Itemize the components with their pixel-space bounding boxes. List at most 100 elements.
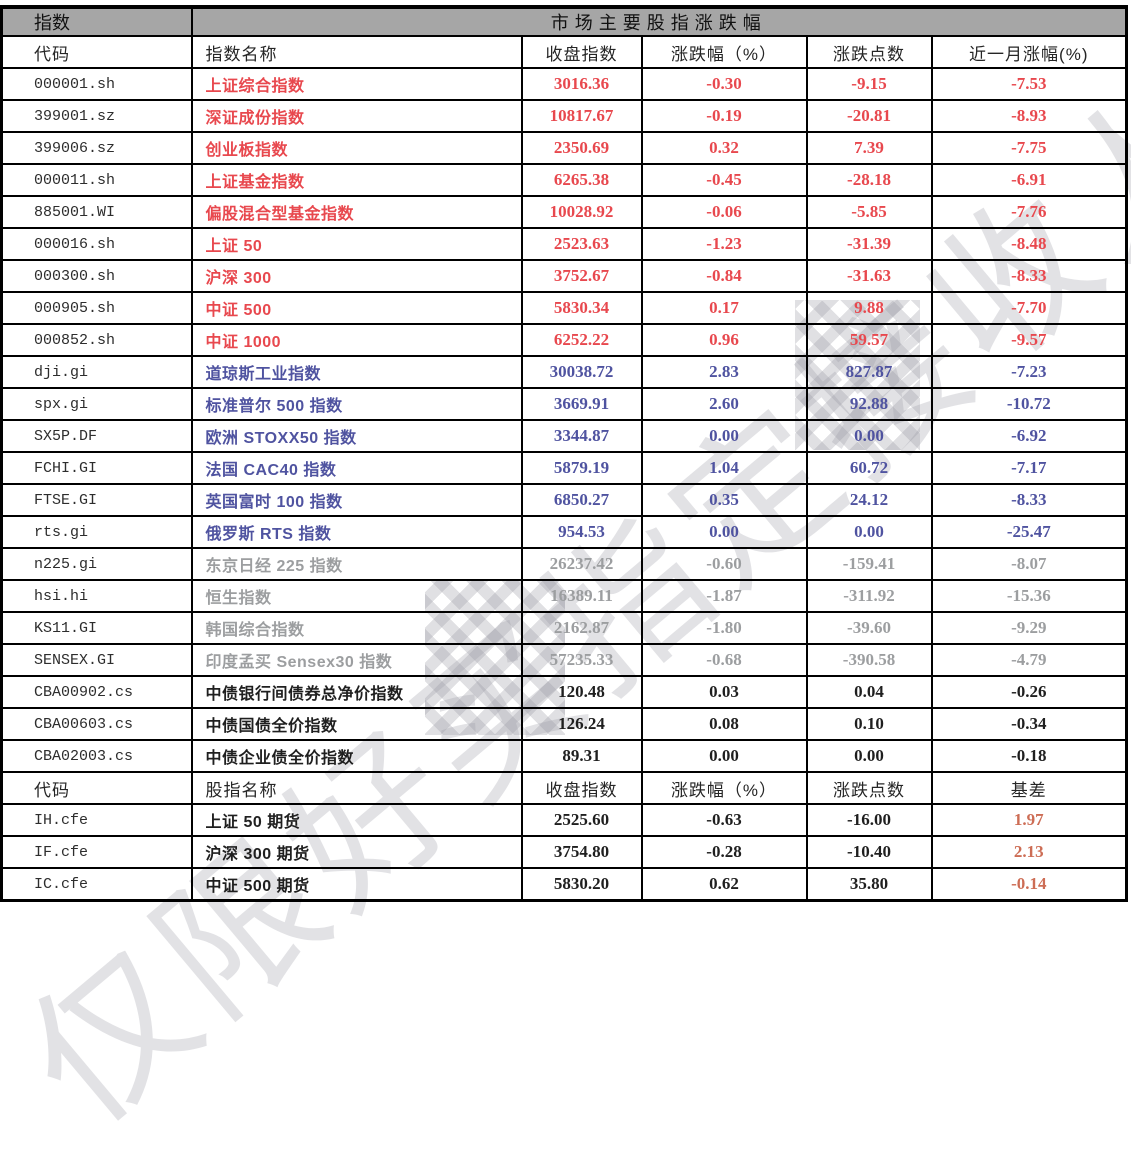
futures-code: IH.cfe bbox=[0, 803, 193, 837]
pct-change: -0.60 bbox=[640, 547, 808, 581]
close-value: 26237.42 bbox=[520, 547, 643, 581]
index-code: KS11.GI bbox=[0, 611, 193, 645]
col-header-month: 近一月涨幅(%) bbox=[930, 35, 1128, 69]
col-header-code: 代码 bbox=[0, 771, 193, 805]
points-change: -31.63 bbox=[805, 259, 933, 293]
table-row: spx.gi 标准普尔 500 指数 3669.91 2.60 92.88 -1… bbox=[0, 387, 1128, 421]
table-row: 000016.sh 上证 50 2523.63 -1.23 -31.39 -8.… bbox=[0, 227, 1128, 261]
close-value: 10028.92 bbox=[520, 195, 643, 229]
col-header-name: 股指名称 bbox=[190, 771, 523, 805]
index-name: 中证 1000 bbox=[190, 323, 523, 357]
month-change: -9.29 bbox=[930, 611, 1128, 645]
table-row: IC.cfe 中证 500 期货 5830.20 0.62 35.80 -0.1… bbox=[0, 867, 1128, 902]
basis-value: 1.97 bbox=[930, 803, 1128, 837]
close-value: 6265.38 bbox=[520, 163, 643, 197]
close-value: 89.31 bbox=[520, 739, 643, 773]
futures-name: 沪深 300 期货 bbox=[190, 835, 523, 869]
points-change: 92.88 bbox=[805, 387, 933, 421]
index-code: 000905.sh bbox=[0, 291, 193, 325]
month-change: -10.72 bbox=[930, 387, 1128, 421]
close-value: 120.48 bbox=[520, 675, 643, 709]
points-change: 60.72 bbox=[805, 451, 933, 485]
month-change: -25.47 bbox=[930, 515, 1128, 549]
table-row: CBA00603.cs 中债国债全价指数 126.24 0.08 0.10 -0… bbox=[0, 707, 1128, 741]
col-header-name: 指数名称 bbox=[190, 35, 523, 69]
index-name: 标准普尔 500 指数 bbox=[190, 387, 523, 421]
table-row: rts.gi 俄罗斯 RTS 指数 954.53 0.00 0.00 -25.4… bbox=[0, 515, 1128, 549]
index-code: CBA00603.cs bbox=[0, 707, 193, 741]
month-change: -7.53 bbox=[930, 67, 1128, 101]
pct-change: 1.04 bbox=[640, 451, 808, 485]
close-value: 2350.69 bbox=[520, 131, 643, 165]
points-change: -39.60 bbox=[805, 611, 933, 645]
index-name: 法国 CAC40 指数 bbox=[190, 451, 523, 485]
index-name: 中债企业债全价指数 bbox=[190, 739, 523, 773]
col-header-basis: 基差 bbox=[930, 771, 1128, 805]
index-name: 俄罗斯 RTS 指数 bbox=[190, 515, 523, 549]
index-name: 上证综合指数 bbox=[190, 67, 523, 101]
index-code: SENSEX.GI bbox=[0, 643, 193, 677]
table-row: dji.gi 道琼斯工业指数 30038.72 2.83 827.87 -7.2… bbox=[0, 355, 1128, 389]
col-header-points: 涨跌点数 bbox=[805, 35, 933, 69]
month-change: -7.23 bbox=[930, 355, 1128, 389]
month-change: -8.33 bbox=[930, 259, 1128, 293]
index-name: 恒生指数 bbox=[190, 579, 523, 613]
index-name: 上证 50 bbox=[190, 227, 523, 261]
month-change: -8.48 bbox=[930, 227, 1128, 261]
pct-change: 2.83 bbox=[640, 355, 808, 389]
index-name: 沪深 300 bbox=[190, 259, 523, 293]
points-change: 9.88 bbox=[805, 291, 933, 325]
index-name: 韩国综合指数 bbox=[190, 611, 523, 645]
pct-change: -0.06 bbox=[640, 195, 808, 229]
pct-change: -0.28 bbox=[640, 835, 808, 869]
pct-change: -0.30 bbox=[640, 67, 808, 101]
table-row: 399006.sz 创业板指数 2350.69 0.32 7.39 -7.75 bbox=[0, 131, 1128, 165]
pct-change: 0.17 bbox=[640, 291, 808, 325]
index-name: 道琼斯工业指数 bbox=[190, 355, 523, 389]
index-name: 创业板指数 bbox=[190, 131, 523, 165]
close-value: 10817.67 bbox=[520, 99, 643, 133]
futures-code: IC.cfe bbox=[0, 867, 193, 902]
pct-change: 0.08 bbox=[640, 707, 808, 741]
points-change: 0.00 bbox=[805, 739, 933, 773]
pct-change: 0.35 bbox=[640, 483, 808, 517]
table-row: IH.cfe 上证 50 期货 2525.60 -0.63 -16.00 1.9… bbox=[0, 803, 1128, 837]
table-row: CBA00902.cs 中债银行间债券总净价指数 120.48 0.03 0.0… bbox=[0, 675, 1128, 709]
futures-code: IF.cfe bbox=[0, 835, 193, 869]
month-change: -6.92 bbox=[930, 419, 1128, 453]
table-row: 399001.sz 深证成份指数 10817.67 -0.19 -20.81 -… bbox=[0, 99, 1128, 133]
close-value: 3344.87 bbox=[520, 419, 643, 453]
futures-header-row: 代码 股指名称 收盘指数 涨跌幅（%） 涨跌点数 基差 bbox=[0, 771, 1128, 805]
index-code: 885001.WI bbox=[0, 195, 193, 229]
points-change: 0.00 bbox=[805, 515, 933, 549]
pct-change: 0.96 bbox=[640, 323, 808, 357]
month-change: -0.26 bbox=[930, 675, 1128, 709]
col-header-close: 收盘指数 bbox=[520, 771, 643, 805]
close-value: 2162.87 bbox=[520, 611, 643, 645]
pct-change: 2.60 bbox=[640, 387, 808, 421]
pct-change: -0.68 bbox=[640, 643, 808, 677]
index-code: 000852.sh bbox=[0, 323, 193, 357]
points-change: 24.12 bbox=[805, 483, 933, 517]
index-code: 000011.sh bbox=[0, 163, 193, 197]
table-row: SENSEX.GI 印度孟买 Sensex30 指数 57235.33 -0.6… bbox=[0, 643, 1128, 677]
close-value: 954.53 bbox=[520, 515, 643, 549]
pct-change: -0.63 bbox=[640, 803, 808, 837]
month-change: -7.76 bbox=[930, 195, 1128, 229]
basis-value: 2.13 bbox=[930, 835, 1128, 869]
table-title: 市场主要股指涨跌幅 bbox=[190, 6, 1128, 37]
index-name: 中证 500 bbox=[190, 291, 523, 325]
points-change: -31.39 bbox=[805, 227, 933, 261]
index-code: n225.gi bbox=[0, 547, 193, 581]
index-code: CBA00902.cs bbox=[0, 675, 193, 709]
index-name: 欧洲 STOXX50 指数 bbox=[190, 419, 523, 453]
month-change: -8.33 bbox=[930, 483, 1128, 517]
table-row: 000011.sh 上证基金指数 6265.38 -0.45 -28.18 -6… bbox=[0, 163, 1128, 197]
pct-change: -1.80 bbox=[640, 611, 808, 645]
close-value: 6252.22 bbox=[520, 323, 643, 357]
points-change: -28.18 bbox=[805, 163, 933, 197]
points-change: 35.80 bbox=[805, 867, 933, 902]
table-row: KS11.GI 韩国综合指数 2162.87 -1.80 -39.60 -9.2… bbox=[0, 611, 1128, 645]
points-change: -5.85 bbox=[805, 195, 933, 229]
points-change: -10.40 bbox=[805, 835, 933, 869]
